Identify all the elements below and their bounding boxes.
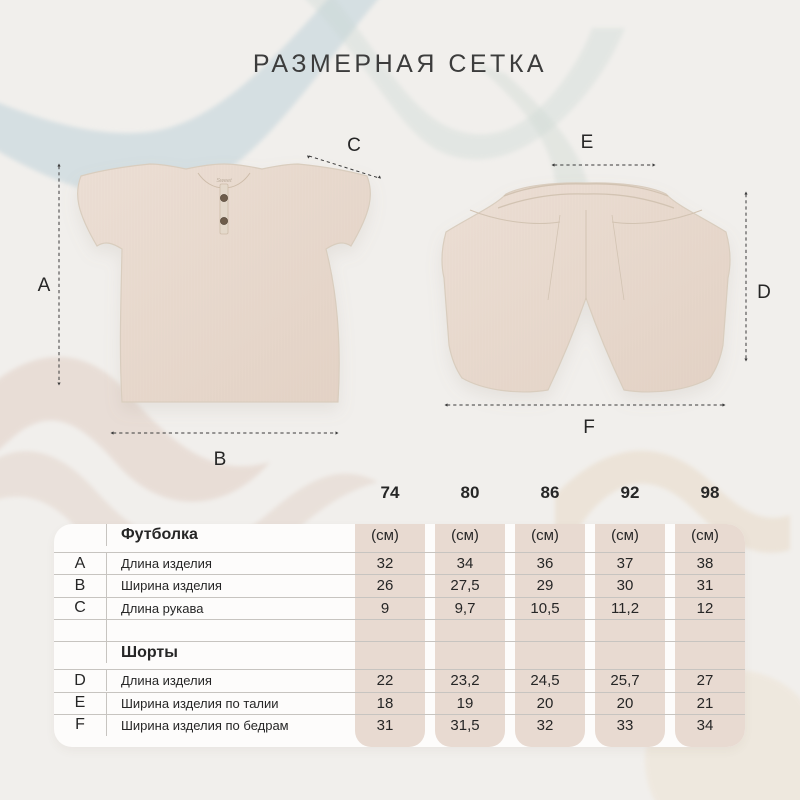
- svg-text:E: E: [581, 132, 594, 153]
- svg-text:D: D: [757, 282, 771, 303]
- svg-text:A: A: [38, 275, 51, 296]
- svg-text:F: F: [583, 417, 595, 438]
- svg-text:C: C: [347, 135, 361, 156]
- svg-text:B: B: [214, 449, 227, 470]
